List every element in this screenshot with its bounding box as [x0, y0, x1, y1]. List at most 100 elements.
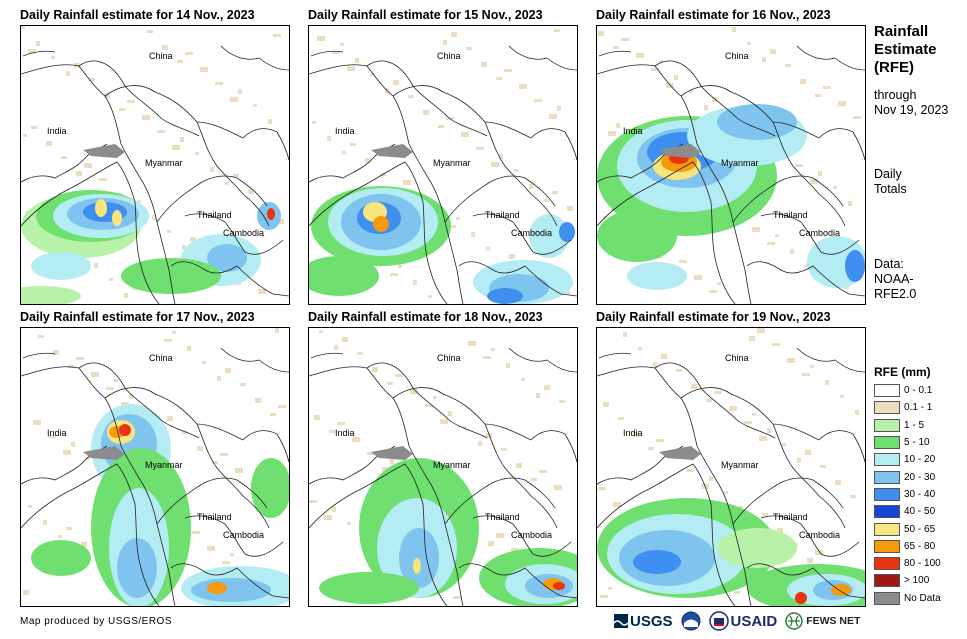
side-title-line-2: Estimate	[874, 41, 937, 58]
rainfall-speckle	[230, 97, 238, 102]
rainfall-speckle	[777, 528, 783, 533]
rainfall-area	[831, 584, 851, 596]
rainfall-speckle	[357, 352, 363, 355]
country-border	[366, 367, 428, 479]
rainfall-area	[627, 262, 687, 290]
legend-swatch	[874, 574, 900, 588]
rainfall-speckle	[747, 42, 751, 45]
rainfall-speckle	[453, 596, 461, 599]
map-panel-5: Daily Rainfall estimate for 18 Nov., 202…	[308, 308, 578, 607]
rainfall-speckle	[347, 522, 351, 525]
rainfall-speckle	[273, 34, 281, 37]
country-label-india: India	[335, 126, 355, 136]
rainfall-speckle	[172, 145, 180, 150]
rainfall-speckle	[428, 295, 432, 298]
country-label-china: China	[149, 51, 173, 61]
rainfall-speckle	[835, 480, 841, 485]
rainfall-speckle	[848, 201, 852, 206]
country-border	[818, 128, 865, 161]
rainfall-speckle	[319, 330, 323, 333]
country-border	[530, 128, 577, 161]
rainfall-speckle	[63, 450, 71, 455]
rainfall-speckle	[225, 368, 231, 373]
rainfall-speckle	[818, 171, 822, 176]
rainfall-speckle	[506, 363, 510, 368]
rainfall-map-graphic	[597, 27, 865, 304]
coastline	[309, 161, 577, 304]
country-border	[732, 477, 844, 525]
rainfall-area	[795, 592, 807, 604]
rainfall-speckle	[76, 357, 84, 360]
rainfall-speckle	[31, 126, 37, 129]
legend-swatch	[874, 470, 900, 484]
rainfall-speckle	[815, 550, 823, 555]
legend-swatch	[874, 418, 900, 432]
legend-swatch	[874, 436, 900, 450]
rainfall-area	[31, 252, 91, 280]
rainfall-speckle	[99, 178, 107, 181]
map-panel-1: Daily Rainfall estimate for 14 Nov., 202…	[20, 6, 290, 305]
coastline	[21, 463, 289, 606]
usgs-wave-icon	[614, 614, 628, 628]
legend-swatch	[874, 591, 900, 605]
country-label-thailand: Thailand	[773, 210, 808, 220]
country-border	[310, 352, 344, 359]
country-border	[78, 65, 140, 177]
rainfall-speckle	[772, 343, 780, 346]
rainfall-speckle	[729, 406, 737, 411]
rainfall-speckle	[514, 169, 518, 172]
country-border	[242, 430, 289, 463]
country-border	[21, 60, 200, 137]
data-line-3: RFE2.0	[874, 287, 917, 301]
legend-swatch	[874, 453, 900, 467]
rainfall-speckle	[651, 68, 659, 71]
country-border	[714, 477, 752, 606]
rainfall-area	[31, 540, 91, 576]
rainfall-speckle	[233, 174, 239, 177]
data-source: Data: NOAA- RFE2.0	[874, 257, 916, 302]
country-label-cambodia: Cambodia	[511, 530, 553, 540]
rainfall-speckle	[618, 417, 624, 420]
rainfall-speckle	[463, 426, 467, 429]
rainfall-speckle	[81, 542, 87, 547]
rainfall-map: China India Myanmar Thailand Cambodia	[596, 25, 866, 305]
rainfall-speckle	[23, 590, 29, 595]
rainfall-speckle	[443, 40, 447, 45]
legend-label: 40 - 50	[904, 506, 936, 518]
legend-swatch	[874, 539, 900, 553]
rainfall-speckle	[393, 80, 399, 85]
rainfall-speckle	[222, 561, 230, 564]
map-panel-6: Daily Rainfall estimate for 19 Nov., 202…	[596, 308, 866, 607]
legend-item: 50 - 65	[874, 520, 964, 537]
rainfall-speckle	[317, 36, 325, 41]
rainfall-speckle	[36, 41, 40, 46]
country-border	[184, 515, 284, 557]
rainfall-speckle	[519, 84, 527, 89]
rainfall-speckle	[212, 461, 218, 464]
rainfall-speckle	[342, 337, 348, 342]
rainfall-speckle	[21, 26, 25, 29]
rainfall-speckle	[509, 254, 515, 259]
country-border	[78, 367, 140, 479]
rainfall-speckle	[190, 237, 196, 242]
rainfall-speckle	[312, 121, 316, 124]
rainfall-speckle	[185, 52, 193, 55]
legend-label: 20 - 30	[904, 471, 936, 483]
rainfall-speckle	[207, 546, 215, 551]
rainfall-speckle	[598, 487, 606, 490]
rainfall-speckle	[28, 505, 32, 508]
usaid-logo-text: USAID	[730, 612, 778, 630]
fews-net-logo: FEWS NET	[785, 612, 860, 630]
rainfall-speckle	[603, 402, 609, 407]
rainfall-speckle	[342, 151, 346, 154]
legend-label: 30 - 40	[904, 488, 936, 500]
rainfall-speckle	[440, 419, 448, 424]
rainfall-speckle	[691, 384, 697, 389]
rainfall-speckle	[278, 405, 286, 408]
legend-label: 65 - 80	[904, 540, 936, 552]
rainfall-area	[117, 538, 157, 598]
legend-item: 30 - 40	[874, 486, 964, 503]
country-border	[104, 387, 244, 441]
rainfall-speckle	[238, 89, 242, 94]
rainfall-speckle	[802, 373, 810, 376]
